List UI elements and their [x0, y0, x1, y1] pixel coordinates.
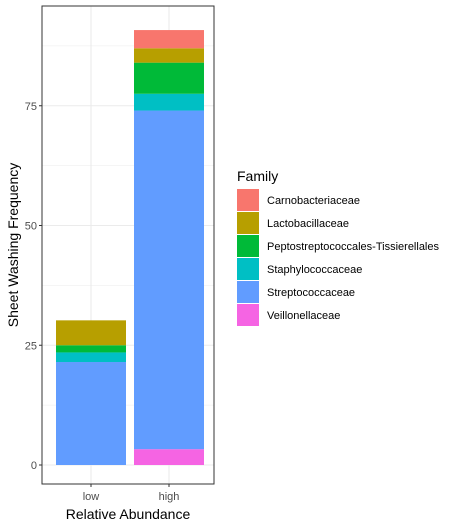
- y-axis-title: Sheet Washing Frequency: [5, 163, 21, 327]
- x-axis-title: Relative Abundance: [66, 506, 191, 522]
- bar-high-lactobacillaceae: [134, 48, 204, 63]
- panel-border: [41, 5, 215, 485]
- bar-low-peptostreptococcales-tissierellales: [56, 345, 126, 353]
- bar-high-streptococcaceae: [134, 110, 204, 450]
- bars: [56, 30, 204, 465]
- x-tick-label: low: [83, 491, 100, 503]
- legend-key-peptostreptococcales-tissierellales: [237, 235, 259, 257]
- legend-key-staphylococcaceae: [237, 258, 259, 280]
- x-tick-label: high: [159, 491, 180, 503]
- x-axis: low high: [83, 484, 180, 503]
- legend-label-peptostreptococcales-tissierellales: Peptostreptococcales-Tissierellales: [267, 241, 439, 253]
- y-tick-label: 75: [25, 101, 37, 113]
- bar-low-staphylococcaceae: [56, 352, 126, 363]
- legend-key-lactobacillaceae: [237, 212, 259, 234]
- bar-high-peptostreptococcales-tissierellales: [134, 62, 204, 94]
- legend-label-staphylococcaceae: Staphylococcaceae: [267, 264, 362, 276]
- y-tick-label: 50: [25, 221, 37, 233]
- legend-key-veillonellaceae: [237, 304, 259, 326]
- y-tick-label: 25: [25, 340, 37, 352]
- bar-high-carnobacteriaceae: [134, 30, 204, 49]
- legend-key-streptococcaceae: [237, 281, 259, 303]
- bar-high-staphylococcaceae: [134, 93, 204, 111]
- legend-label-streptococcaceae: Streptococcaceae: [267, 287, 355, 299]
- legend-label-veillonellaceae: Veillonellaceae: [267, 310, 340, 322]
- legend-key-carnobacteriaceae: [237, 189, 259, 211]
- bar-high-veillonellaceae: [134, 449, 204, 465]
- bar-low-lactobacillaceae: [56, 320, 126, 346]
- y-tick-label: 0: [31, 460, 37, 472]
- legend: Family Carnobacteriaceae Lactobacillaceae…: [237, 168, 439, 326]
- bar-low-streptococcaceae: [56, 362, 126, 465]
- legend-label-lactobacillaceae: Lactobacillaceae: [267, 218, 349, 230]
- y-axis: 0 25 50 75: [25, 101, 42, 472]
- legend-title: Family: [237, 168, 278, 184]
- legend-label-carnobacteriaceae: Carnobacteriaceae: [267, 195, 360, 207]
